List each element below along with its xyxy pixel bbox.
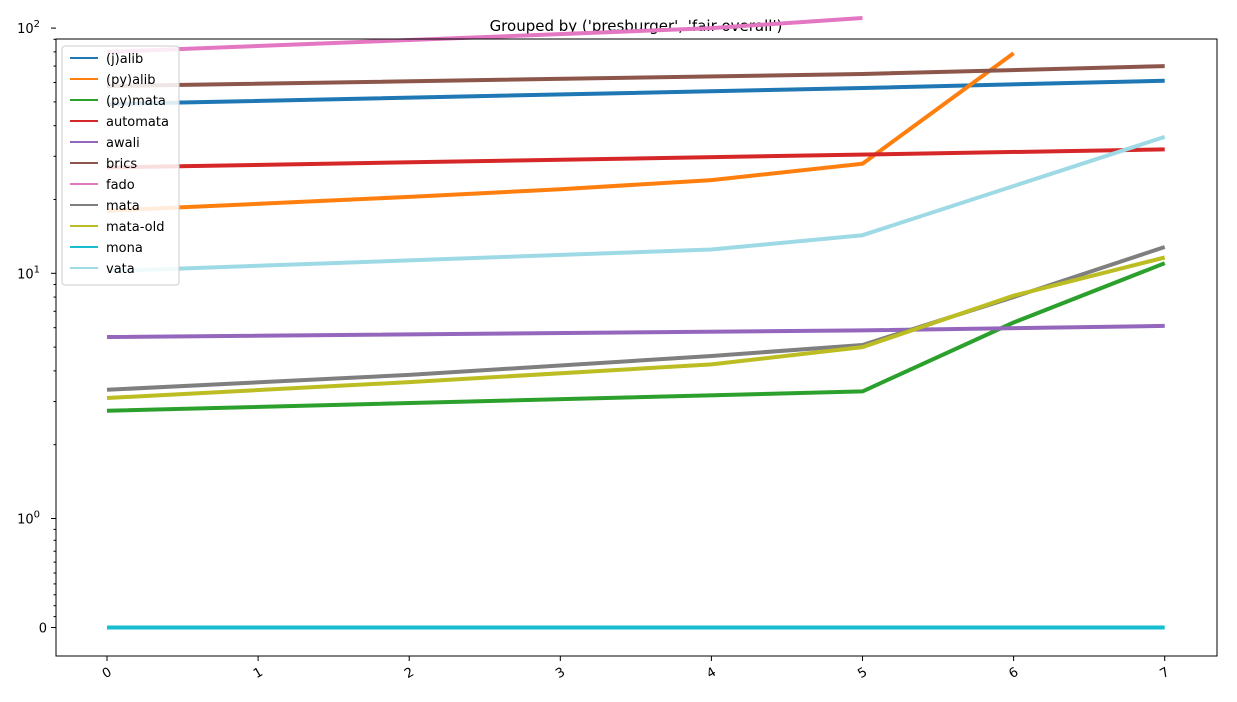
- legend-label: awali: [106, 136, 140, 151]
- x-axis: 0 1 2 3 4 5 6 7: [100, 656, 1172, 682]
- x-tick-label: 1: [251, 665, 266, 682]
- series-line-j-alib: [106, 78, 1165, 107]
- legend-label: fado: [106, 178, 135, 193]
- legend-label: mata-old: [106, 220, 164, 235]
- series-line-automata: [106, 147, 1165, 170]
- x-tick-label: 5: [855, 665, 870, 682]
- y-axis: 0 100 101 102: [17, 19, 56, 637]
- y-tick-label: 0: [39, 622, 47, 637]
- legend-label: (py)mata: [106, 94, 166, 109]
- legend-label: brics: [106, 157, 137, 172]
- legend-label: (py)alib: [106, 73, 156, 88]
- y-tick-label: 101: [17, 264, 40, 282]
- series-line-fado: [106, 16, 863, 54]
- x-tick-label: 6: [1007, 665, 1022, 682]
- legend-label: (j)alib: [106, 52, 143, 67]
- legend: (j)alib (py)alib (py)mata automata awali bric…: [61, 45, 180, 286]
- series-line-vata: [106, 134, 1166, 274]
- y-tick-label: 102: [17, 19, 40, 37]
- x-tick-label: 4: [704, 665, 719, 682]
- legend-label: mona: [106, 241, 143, 256]
- legend-label: vata: [106, 262, 135, 277]
- legend-label: mata: [106, 199, 140, 214]
- chart-title: Grouped by ('presburger', 'fair-overall'…: [490, 17, 783, 35]
- series-layer: [106, 16, 1166, 630]
- y-tick-label: 100: [17, 510, 40, 528]
- x-tick-label: 3: [553, 665, 568, 682]
- legend-label: automata: [106, 115, 169, 130]
- x-tick-label: 2: [402, 665, 417, 682]
- series-line-py-alib: [106, 51, 1015, 213]
- x-tick-label: 0: [100, 665, 115, 682]
- series-line-brics: [106, 64, 1165, 89]
- series-line-awali: [106, 323, 1165, 339]
- x-tick-label: 7: [1158, 665, 1173, 682]
- series-line-py-mata: [106, 261, 1166, 413]
- series-line-mata-old: [106, 255, 1166, 400]
- plot-area-frame: [55, 38, 1218, 657]
